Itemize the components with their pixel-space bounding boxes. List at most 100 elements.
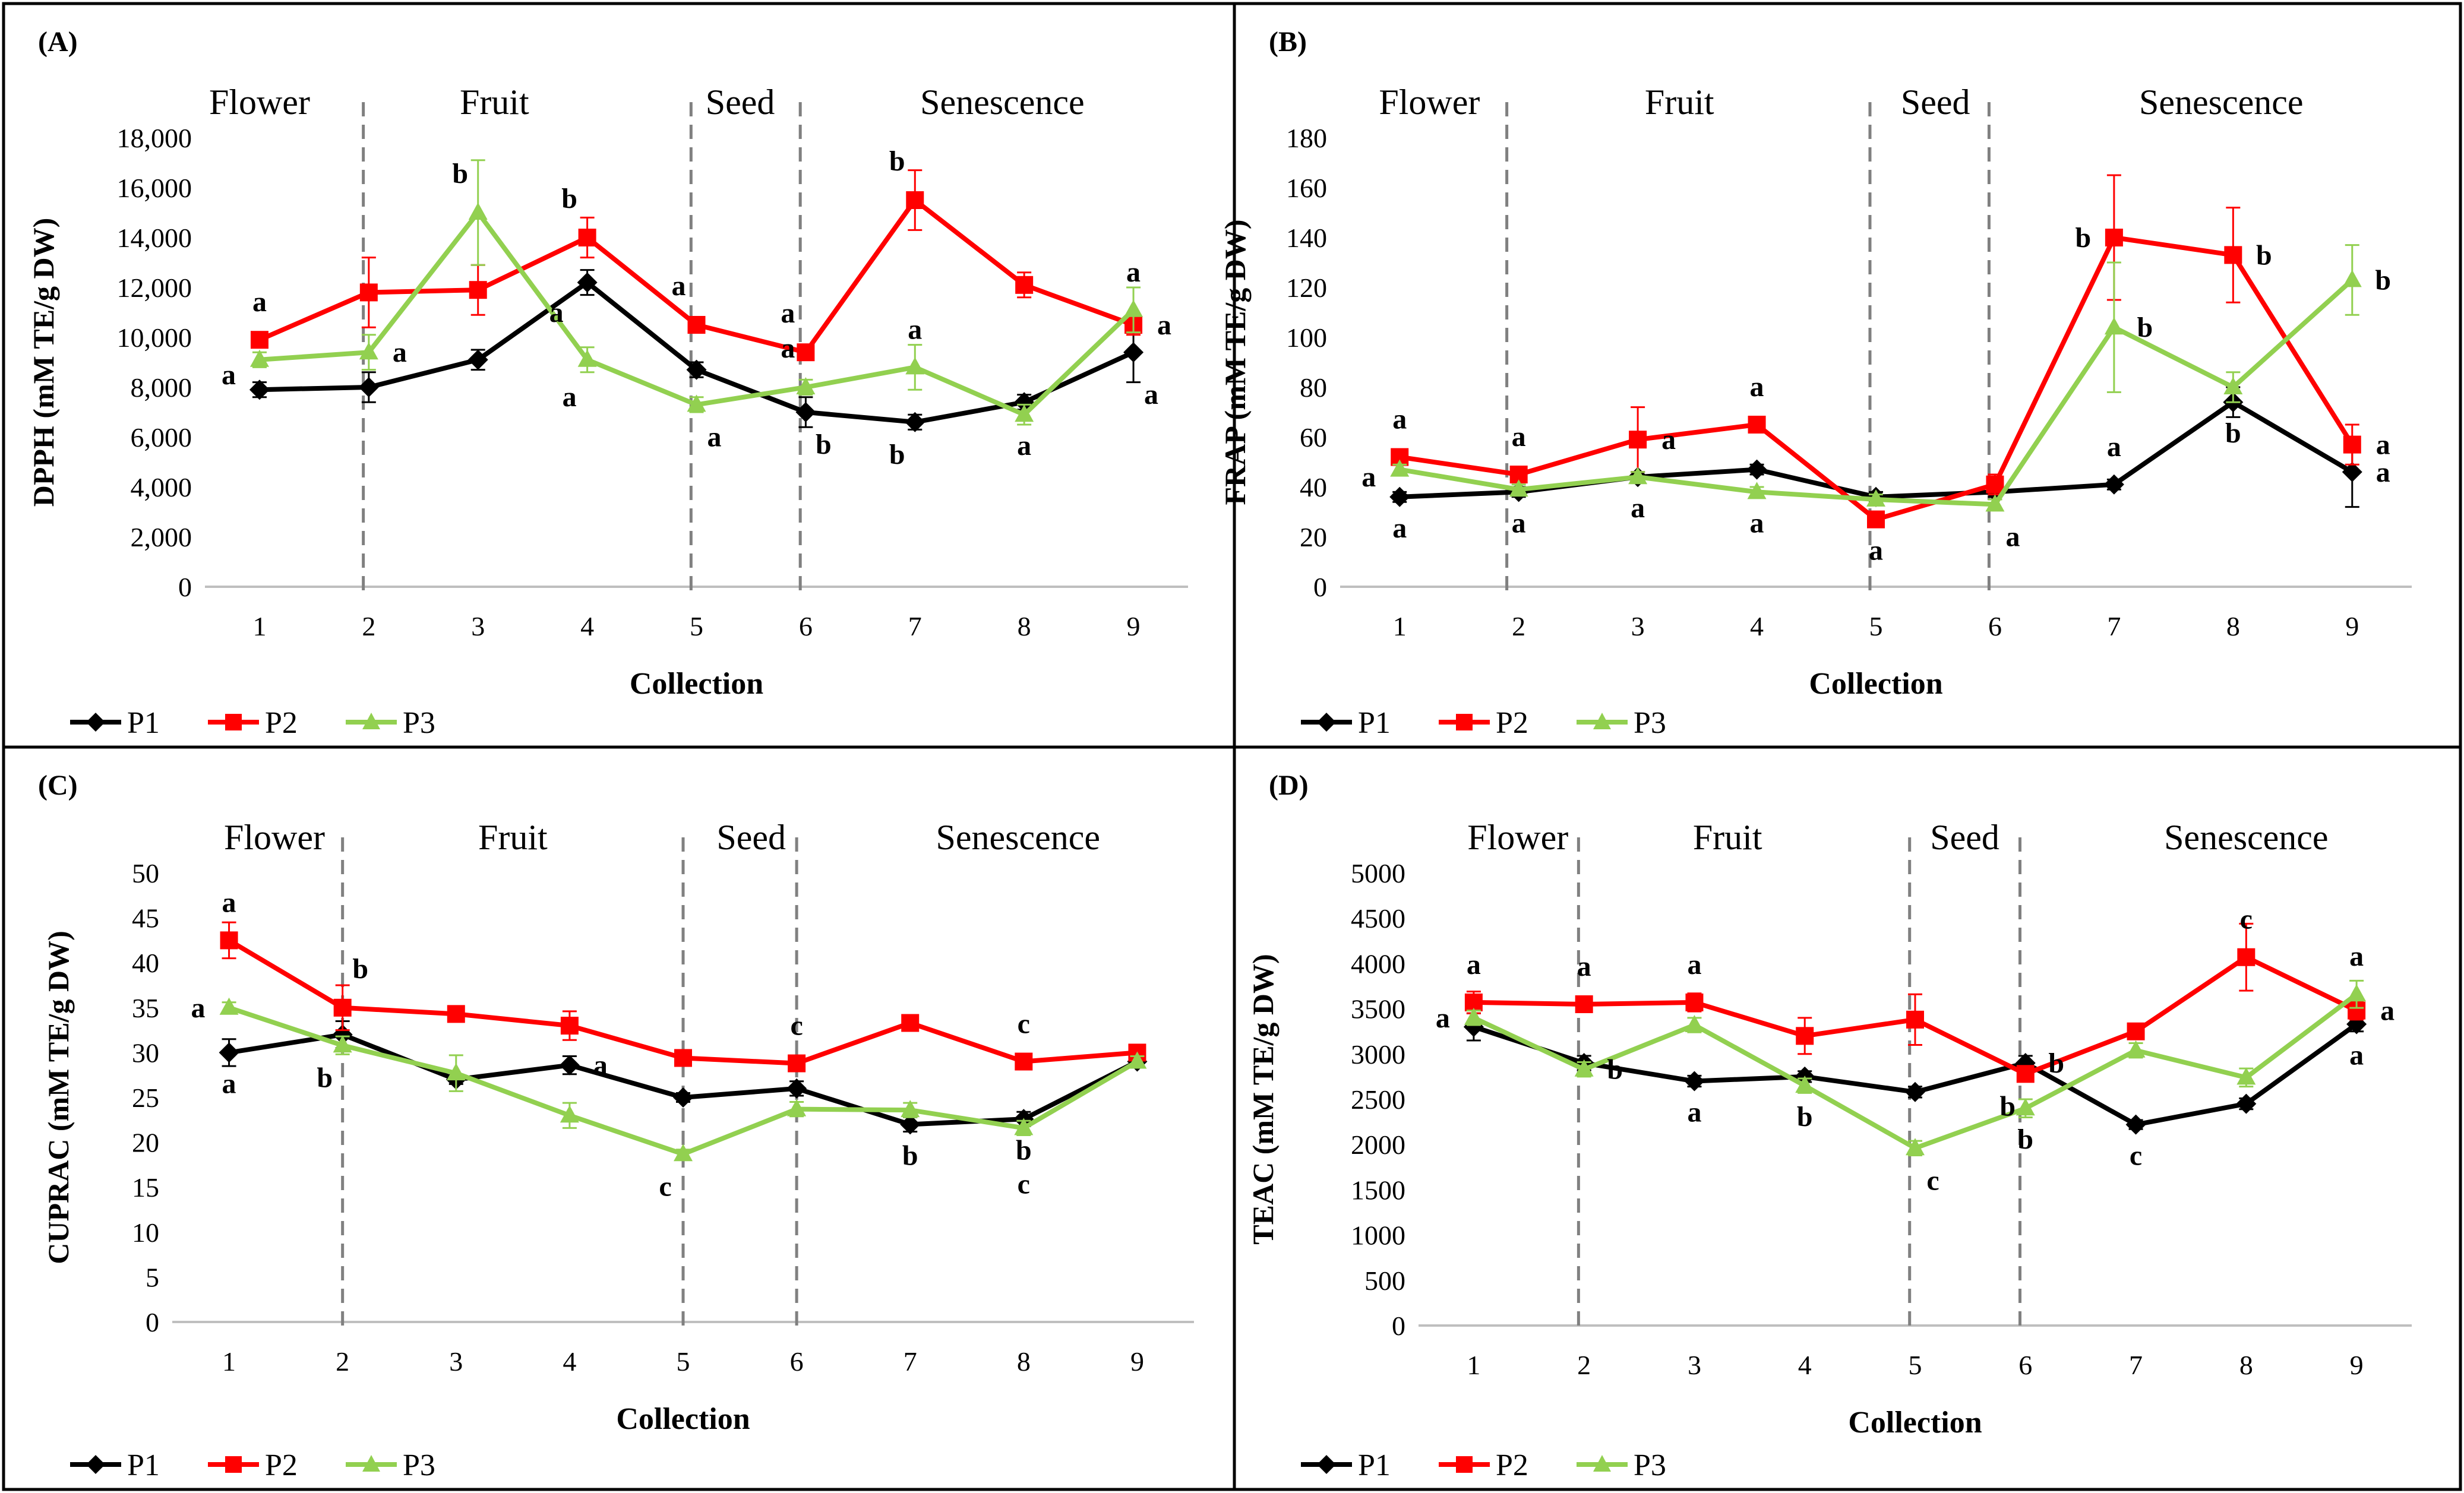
significance-letter: c [790,1010,803,1042]
series-p2 [1391,174,2361,529]
y-tick-label: 0 [1313,572,1327,602]
significance-letter: c [1018,1008,1030,1040]
data-point [901,1100,920,1118]
series-p3 [1464,979,2367,1156]
series-p2 [250,169,1143,362]
y-tick-label: 10 [132,1217,159,1248]
x-tick-label: 7 [904,1346,917,1377]
significance-letter: a [1661,424,1676,456]
data-point [358,377,379,397]
significance-letter: a [191,992,206,1024]
significance-letter: a [1017,430,1031,461]
significance-letter: c [1926,1165,1939,1196]
x-tick-label: 7 [2107,611,2121,641]
data-point [786,1078,807,1099]
legend-marker [362,1455,380,1472]
significance-letter: a [1750,507,1764,539]
y-tick-label: 500 [1364,1266,1405,1296]
significance-letter: a [1631,492,1645,524]
x-tick-label: 6 [799,611,813,641]
data-point [1127,1051,1147,1069]
series-p3 [219,997,1147,1162]
panel-label: (C) [38,770,78,801]
data-point [1905,1081,1925,1102]
data-point [1509,479,1528,497]
y-tick-label: 4500 [1351,903,1405,934]
y-axis-title: TEAC (mM TE/g DW) [1246,954,1280,1244]
data-point [559,1055,580,1076]
legend-label: P2 [1496,1448,1528,1482]
data-point [1389,486,1410,507]
x-tick-label: 3 [471,611,485,641]
data-point [796,377,816,394]
y-tick-label: 100 [1286,322,1327,353]
data-point [797,343,815,362]
legend-label: P1 [1358,706,1391,740]
significance-letter: a [222,887,236,918]
x-tick-label: 5 [677,1346,690,1377]
legend: P1 P2 P3 [1301,706,1666,740]
y-tick-label: 1500 [1351,1175,1405,1205]
x-tick-label: 7 [908,611,922,641]
x-tick-label: 6 [2018,1350,2032,1380]
x-tick-label: 9 [2345,611,2359,641]
x-tick-label: 1 [1467,1350,1480,1380]
x-tick-label: 5 [690,611,703,641]
data-point [249,349,269,367]
data-point [577,349,597,367]
y-tick-label: 25 [132,1083,159,1113]
legend-marker [86,1455,105,1474]
y-tick-label: 2500 [1351,1084,1405,1115]
y-tick-label: 5 [146,1262,159,1292]
data-point [578,229,596,246]
y-tick-label: 20 [132,1128,159,1158]
stage-label: Seed [716,818,786,857]
significance-letter: a [1512,507,1526,539]
y-tick-label: 3500 [1351,994,1405,1024]
data-point [1464,1007,1483,1025]
significance-letter: a [1392,404,1407,435]
x-tick-label: 8 [1018,611,1031,641]
x-tick-label: 2 [336,1346,349,1377]
legend-label: P2 [265,1448,298,1482]
data-point [1014,1118,1034,1135]
data-point [2342,270,2362,287]
data-point [1986,475,2004,494]
data-point [2237,948,2255,966]
series-p1 [1463,1012,2367,1135]
panel-a: (A) 0 2,000 4,000 6,000 8,000 10,000 12,000 14,0… [2,2,1236,749]
y-tick-label: 10,000 [117,322,192,353]
stage-label: Senescence [2139,83,2304,122]
significance-letter: a [1392,513,1407,544]
x-axis-title: Collection [616,1402,750,1436]
x-tick-label: 4 [1798,1350,1812,1380]
data-point [1685,993,1704,1011]
x-tick-label: 6 [790,1346,804,1377]
y-tick-label: 2000 [1351,1130,1405,1160]
significance-letter: b [902,1140,918,1171]
data-point [220,931,238,950]
data-point [469,281,487,299]
x-tick-label: 5 [1869,611,1883,641]
x-tick-label: 8 [2239,1350,2253,1380]
x-tick-label: 8 [2226,611,2240,641]
significance-letter: b [2225,417,2241,449]
significance-letter: a [2376,429,2390,461]
y-tick-label: 180 [1286,123,1327,153]
data-point [1123,342,1144,363]
significance-letter: c [2240,904,2253,935]
data-point [673,1087,693,1108]
data-point [1796,1027,1814,1045]
data-point [1629,431,1647,449]
y-tick-label: 0 [146,1307,159,1337]
x-tick-label: 3 [1631,611,1645,641]
series-p2 [220,921,1146,1073]
significance-letter: a [781,298,795,329]
data-point [2347,984,2367,1002]
stage-label: Senescence [936,818,1101,857]
data-point [2105,229,2123,246]
data-point [2343,435,2361,454]
